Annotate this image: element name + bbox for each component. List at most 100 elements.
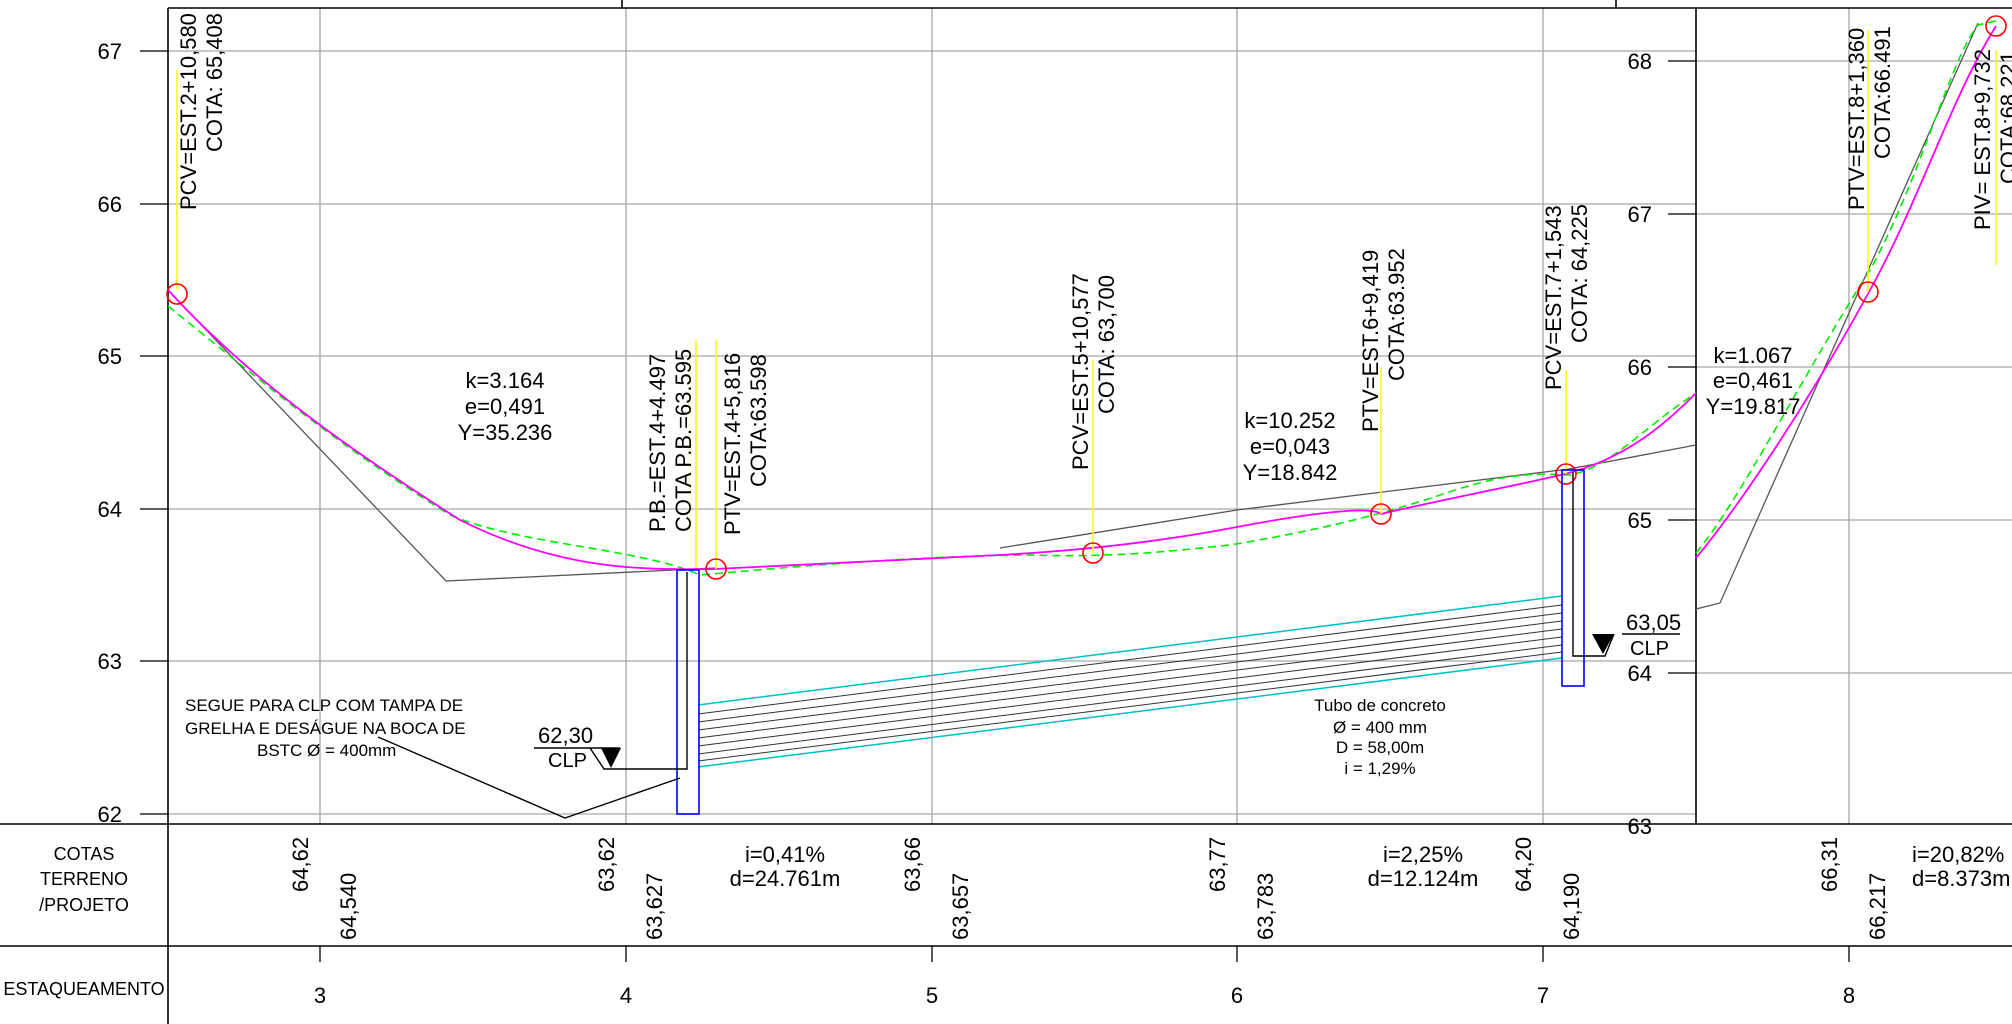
- axis-left-label: 66: [98, 192, 122, 217]
- clp-left-value: 62,30: [538, 723, 593, 748]
- axis-left-label: 65: [98, 344, 122, 369]
- callout-line: COTA:66.491: [1870, 26, 1895, 159]
- curve-params-2: k=10.252 e=0,043 Y=18.842: [1243, 408, 1338, 485]
- clp-right-label: CLP: [1630, 638, 1669, 660]
- station-label: 3: [314, 983, 326, 1008]
- marker-piv: [1985, 15, 2007, 37]
- callout-line: PTV=EST.4+5,816: [720, 353, 745, 535]
- marker-ptv1: [705, 558, 727, 580]
- terrain-line: [167, 305, 1697, 576]
- axis-right-label: 67: [1628, 202, 1652, 227]
- project-profile-line: [1695, 25, 1997, 559]
- curve-param: Y=18.842: [1243, 460, 1338, 485]
- callout-line: PTV=EST.8+1,360: [1844, 28, 1869, 210]
- axis-right-labels: 68 67 66 65 64 63: [1628, 49, 1652, 839]
- callout-line: COTA:63.598: [746, 354, 771, 487]
- terrain-elevation: 64,62: [288, 837, 313, 892]
- grid: [168, 8, 2012, 824]
- axis-left-label: 63: [98, 649, 122, 674]
- callout-line: PCV=EST.7+1,543: [1541, 205, 1566, 390]
- curve-param: k=1.067: [1714, 343, 1793, 368]
- clp-left-label: CLP: [548, 750, 587, 772]
- axis-left-label: 62: [98, 802, 122, 827]
- slope-annotations: i=0,41% d=24.761m i=2,25% d=12.124m i=20…: [730, 842, 2011, 891]
- callout-pb: P.B.=EST.4+4.497 COTA P.B.=63.595: [645, 349, 696, 532]
- callout-pcv3: PCV=EST.7+1,543 COTA: 64,225: [1541, 204, 1592, 390]
- estaqueamento-label: ESTAQUEAMENTO: [3, 979, 164, 999]
- row-label-line: /PROJETO: [39, 895, 129, 915]
- clp-note-line: BSTC Ø = 400mm: [257, 741, 396, 760]
- project-elevation: 64,540: [336, 873, 361, 940]
- concrete-pipe: [697, 595, 1563, 768]
- terrain-elevation: 64,20: [1511, 837, 1536, 892]
- clp-note: SEGUE PARA CLP COM TAMPA DE GRELHA E DES…: [185, 696, 466, 760]
- callout-line: PCV=EST.5+10,577: [1068, 273, 1093, 470]
- clp-note-line: SEGUE PARA CLP COM TAMPA DE: [185, 696, 463, 715]
- marker-pcv3: [1555, 463, 1577, 485]
- curve-param: k=10.252: [1244, 408, 1335, 433]
- marker-pcv1: [166, 283, 188, 305]
- leader-lines: [176, 30, 1997, 569]
- pipe-note: Tubo de concreto Ø = 400 mm D = 58,00m i…: [1314, 696, 1446, 778]
- curve-param: Y=19.817: [1706, 394, 1801, 419]
- station-label: 6: [1231, 983, 1243, 1008]
- slope-value: i=20,82%: [1912, 842, 2004, 867]
- curve-param: Y=35.236: [458, 420, 553, 445]
- callout-piv: PIV= EST.8+9,732 COTA:68.221: [1970, 49, 2012, 230]
- axis-left-label: 67: [98, 39, 122, 64]
- axis-ticks: [140, 50, 1850, 962]
- project-elevation: 64,190: [1559, 873, 1584, 940]
- reference-polyline: [1695, 22, 1979, 610]
- terrain-line: [1695, 19, 2001, 554]
- callout-pcv1: PCV=EST.2+10,580 COTA: 65,408: [176, 13, 227, 210]
- curve-param: k=3.164: [466, 368, 545, 393]
- callout-line: PIV= EST.8+9,732: [1970, 49, 1995, 230]
- callout-line: COTA:68.221: [1996, 51, 2012, 184]
- slope-distance: d=24.761m: [730, 866, 841, 891]
- reference-polyline: [999, 444, 1697, 549]
- slope-value: i=0,41%: [745, 842, 825, 867]
- curve-params-1: k=3.164 e=0,491 Y=35.236: [458, 368, 553, 445]
- curve-param: e=0,461: [1713, 368, 1793, 393]
- terrain-elevation: 63,66: [900, 837, 925, 892]
- pipe-note-line: i = 1,29%: [1344, 759, 1415, 778]
- terrain-elevations: 64,62 63,62 63,66 63,77 64,20 66,31: [288, 837, 1842, 892]
- station-label: 4: [620, 983, 632, 1008]
- manhole-right: [1561, 469, 1585, 687]
- pipe-note-line: D = 58,00m: [1336, 738, 1424, 757]
- callout-line: COTA: 65,408: [202, 13, 227, 152]
- marker-ptv3: [1857, 281, 1879, 303]
- clp-note-line: GRELHA E DESÁGUE NA BOCA DE: [185, 719, 466, 738]
- axis-left-label: 64: [98, 497, 122, 522]
- callout-line: COTA P.B.=63.595: [671, 349, 696, 532]
- curve-point-markers: [166, 15, 2007, 580]
- terrain-elevation: 66,31: [1817, 837, 1842, 892]
- axis-right-label: 65: [1628, 508, 1652, 533]
- axis-right-label: 64: [1628, 661, 1652, 686]
- axis-left-labels: 67 66 65 64 63 62: [98, 39, 122, 827]
- callout-line: COTA: 63,700: [1094, 275, 1119, 414]
- marker-ptv2: [1370, 503, 1392, 525]
- axis-right-label: 68: [1628, 49, 1652, 74]
- station-labels: 3 4 5 6 7 8: [314, 983, 1855, 1008]
- curve-param: e=0,043: [1250, 434, 1330, 459]
- pipe-note-line: Tubo de concreto: [1314, 696, 1446, 715]
- clp-right-symbol: [1572, 472, 1680, 657]
- slope-value: i=2,25%: [1383, 842, 1463, 867]
- marker-pcv2: [1082, 542, 1104, 564]
- station-label: 8: [1843, 983, 1855, 1008]
- station-label: 7: [1537, 983, 1549, 1008]
- curve-params-3: k=1.067 e=0,461 Y=19.817: [1706, 343, 1801, 419]
- callout-line: COTA:63.952: [1384, 248, 1409, 381]
- project-profile-line: [167, 289, 1697, 571]
- callout-pcv2: PCV=EST.5+10,577 COTA: 63,700: [1068, 273, 1119, 470]
- project-elevation: 63,783: [1253, 873, 1278, 940]
- terrain-elevation: 63,77: [1205, 837, 1230, 892]
- station-label: 5: [926, 983, 938, 1008]
- row-label-line: TERRENO: [40, 869, 128, 889]
- callout-line: PTV=EST.6+9,419: [1358, 250, 1383, 432]
- cotas-row-label: COTAS TERRENO /PROJETO: [39, 844, 129, 915]
- callout-ptv3: PTV=EST.8+1,360 COTA:66.491: [1844, 26, 1895, 210]
